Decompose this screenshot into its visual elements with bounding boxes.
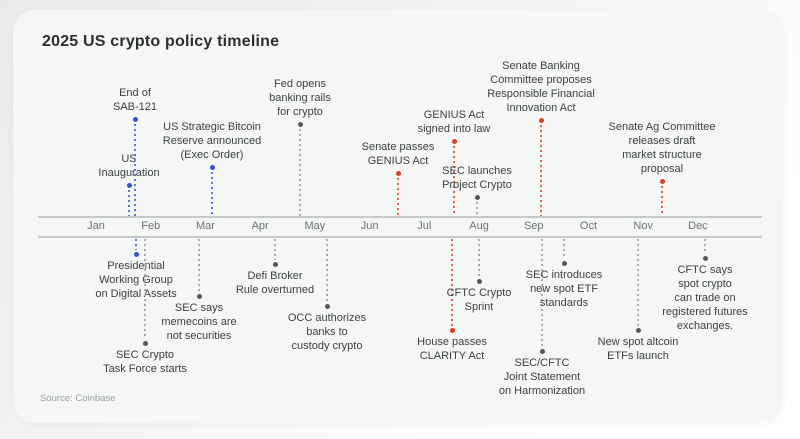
event-cftc-spot-crypto-futures-label: CFTC says spot crypto can trade on regis… — [662, 264, 748, 332]
event-sec-memecoins-label: SEC says memecoins are not securities — [161, 302, 237, 342]
event-genius-signed-into-law-dot — [451, 138, 457, 144]
event-cftc-spot-crypto-futures-line — [704, 239, 706, 254]
event-cftc-spot-crypto-futures-dot — [702, 255, 708, 261]
event-senate-banking-rfia-label: Senate Banking Committee proposes Respon… — [487, 60, 595, 114]
event-strategic-bitcoin-reserve-dot — [209, 164, 215, 170]
event-presidential-working-group-line — [135, 239, 137, 250]
event-senate-passes-genius-dot — [395, 170, 401, 176]
event-presidential-working-group-dot — [133, 251, 139, 257]
month-label-dec: Dec — [688, 220, 708, 232]
event-senate-ag-market-structure-label: Senate Ag Committee releases draft marke… — [608, 121, 716, 175]
event-cftc-crypto-sprint-line — [478, 239, 480, 277]
event-senate-passes-genius-line — [397, 178, 399, 216]
month-label-jun: Jun — [360, 220, 379, 232]
event-fed-banking-rails-dot — [297, 121, 303, 127]
event-presidential-working-group-label: Presidential Working Group on Digital As… — [95, 260, 177, 300]
event-cftc-crypto-sprint-label: CFTC Crypto Sprint — [446, 287, 512, 313]
month-label-may: May — [304, 220, 326, 232]
event-genius-signed-into-law-label: GENIUS Act signed into law — [417, 109, 491, 135]
event-new-spot-altcoin-etfs-label: New spot altcoin ETFs launch — [597, 336, 679, 362]
event-senate-banking-rfia-dot — [538, 117, 544, 123]
event-sec-project-crypto-line — [476, 202, 478, 216]
event-house-passes-clarity-line — [451, 239, 453, 326]
month-label-nov: Nov — [633, 220, 653, 232]
event-senate-passes-genius-label: Senate passes GENIUS Act — [361, 141, 435, 167]
event-occ-custody-crypto-label: OCC authorizes banks to custody crypto — [287, 312, 367, 352]
event-senate-ag-market-structure-line — [661, 186, 663, 216]
month-label-aug: Aug — [469, 220, 489, 232]
event-new-spot-altcoin-etfs-dot — [635, 327, 641, 333]
page-title: 2025 US crypto policy timeline — [42, 33, 280, 50]
month-label-apr: Apr — [251, 220, 269, 232]
event-defi-broker-rule-dot — [272, 261, 278, 267]
event-us-inauguration-line — [128, 190, 130, 216]
event-sec-crypto-task-force-line — [144, 239, 146, 339]
event-sec-crypto-task-force-label: SEC Crypto Task Force starts — [103, 349, 187, 375]
event-strategic-bitcoin-reserve-label: US Strategic Bitcoin Reserve announced (… — [162, 121, 262, 161]
event-genius-signed-into-law-line — [453, 146, 455, 216]
event-defi-broker-rule-line — [274, 239, 276, 260]
event-house-passes-clarity-dot — [449, 327, 455, 333]
month-label-jan: Jan — [87, 220, 105, 232]
event-end-of-sab-121-line — [134, 124, 136, 216]
event-sec-project-crypto-dot — [474, 194, 480, 200]
event-senate-banking-rfia-line — [540, 125, 542, 216]
event-cftc-crypto-sprint-dot — [476, 278, 482, 284]
event-sec-spot-etf-standards-dot — [561, 260, 567, 266]
event-sec-cftc-joint-statement-label: SEC/CFTC Joint Statement on Harmonizatio… — [498, 357, 586, 397]
event-fed-banking-rails-line — [299, 129, 301, 216]
event-strategic-bitcoin-reserve-line — [211, 172, 213, 216]
event-sec-cftc-joint-statement-line — [541, 239, 543, 347]
event-new-spot-altcoin-etfs-line — [637, 239, 639, 326]
month-label-feb: Feb — [141, 220, 161, 232]
event-senate-ag-market-structure-dot — [659, 178, 665, 184]
event-house-passes-clarity-label: House passes CLARITY Act — [417, 336, 487, 362]
event-occ-custody-crypto-line — [326, 239, 328, 302]
event-sec-project-crypto-label: SEC launches Project Crypto — [442, 165, 512, 191]
source-caption: Source: Coinbase — [40, 393, 116, 404]
month-label-oct: Oct — [579, 220, 598, 232]
event-sec-spot-etf-standards-label: SEC introduces new spot ETF standards — [525, 269, 603, 309]
event-occ-custody-crypto-dot — [324, 303, 330, 309]
event-sec-spot-etf-standards-line — [563, 239, 565, 259]
event-end-of-sab-121-dot — [132, 116, 138, 122]
event-defi-broker-rule-label: Defi Broker Rule overturned — [235, 270, 315, 296]
event-end-of-sab-121-label: End of SAB-121 — [112, 87, 158, 113]
event-sec-cftc-joint-statement-dot — [539, 348, 545, 354]
event-us-inauguration-dot — [126, 182, 132, 188]
event-fed-banking-rails-label: Fed opens banking rails for crypto — [269, 78, 331, 118]
event-sec-memecoins-line — [198, 239, 200, 292]
event-us-inauguration-label: US Inauguration — [98, 153, 160, 179]
month-label-mar: Mar — [195, 220, 215, 232]
month-label-sep: Sep — [523, 220, 544, 232]
axis-line-bottom — [38, 236, 762, 238]
event-sec-memecoins-dot — [196, 293, 202, 299]
event-sec-crypto-task-force-dot — [142, 340, 148, 346]
axis-line-top — [38, 216, 762, 218]
month-label-jul: Jul — [417, 220, 432, 232]
